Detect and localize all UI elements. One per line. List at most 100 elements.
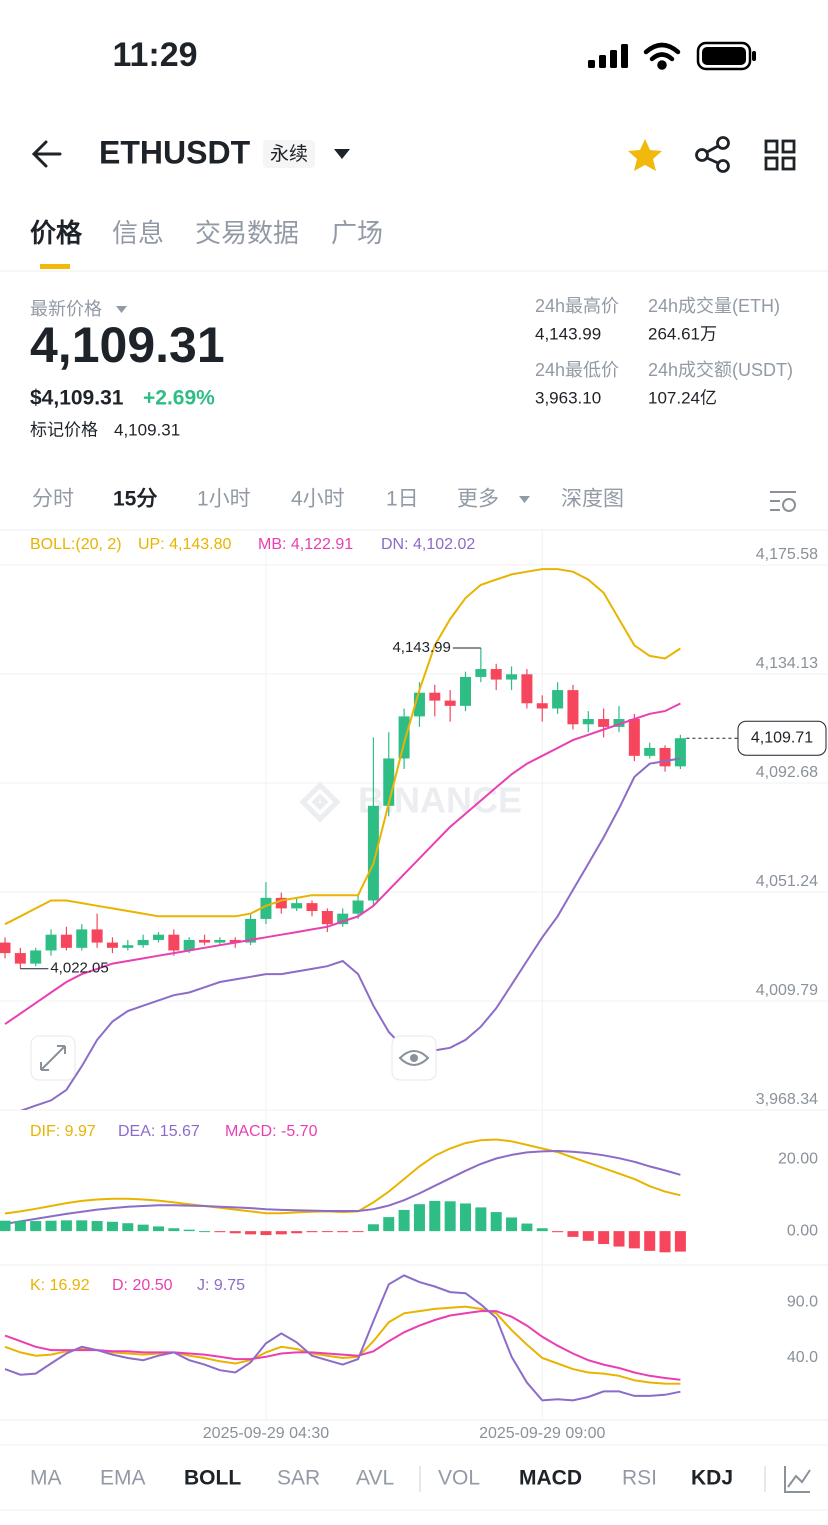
macd-bar [275, 1231, 287, 1235]
candle-body [306, 903, 318, 912]
interval-tab[interactable]: 1小时 [197, 488, 251, 511]
chart-settings[interactable] [770, 491, 796, 512]
candle-body [275, 897, 287, 909]
candle-body [106, 942, 118, 948]
candle-body [398, 716, 410, 759]
indicator-line [4, 702, 681, 1025]
indicator-tab[interactable]: BOLL [184, 1467, 241, 1490]
interval-tab[interactable]: 深度图 [561, 488, 624, 511]
candle-body [628, 719, 640, 756]
macd-bar [137, 1224, 149, 1232]
macd-bar [245, 1231, 257, 1235]
candle-body [229, 939, 241, 943]
indicator-tab[interactable]: KDJ [691, 1467, 733, 1490]
macd-bar [475, 1207, 487, 1232]
tab[interactable]: 价格 [30, 218, 83, 248]
macd-bar [14, 1221, 26, 1232]
macd-bar [306, 1231, 318, 1233]
stat-label: 24h最高价 [535, 296, 619, 316]
indicator-tab[interactable]: SAR [277, 1467, 320, 1490]
candle-body [475, 669, 487, 677]
y-tick-label: 4,175.58 [756, 546, 818, 563]
watermark-logo [299, 781, 341, 823]
more-dropdown[interactable] [519, 496, 530, 503]
macd-bar [398, 1209, 410, 1232]
candle-body [168, 934, 180, 951]
macd-bar [552, 1231, 564, 1233]
interval-tab[interactable]: 分时 [32, 488, 74, 511]
interval-tab[interactable]: 4小时 [291, 488, 345, 511]
y-tick-label: 4,092.68 [756, 764, 818, 781]
indicator-tab[interactable]: EMA [100, 1467, 146, 1490]
interval-tab[interactable]: 15分 [113, 488, 157, 511]
last-price-label: 4,109.71 [751, 729, 813, 746]
last-price: 4,109.31 [30, 317, 225, 373]
stat-value: 264.61万 [648, 324, 717, 343]
mark-price-label: 标记价格 [30, 420, 98, 439]
y-tick-label: 3,968.34 [756, 1091, 818, 1108]
last-price-label[interactable]: 最新价格 [30, 299, 102, 319]
legend-entry: DN: 4,102.02 [381, 536, 475, 553]
macd-bar [76, 1220, 88, 1232]
indicator-tab[interactable]: AVL [356, 1467, 394, 1490]
indicator-tab[interactable]: MA [30, 1467, 62, 1490]
candle-body [598, 719, 610, 727]
macd-bar [598, 1231, 610, 1245]
last-price-box [737, 720, 827, 756]
candle-body [245, 918, 257, 943]
macd-bar [260, 1231, 272, 1236]
legend-entry: DIF: 9.97 [30, 1123, 96, 1140]
tab[interactable]: 信息 [112, 218, 164, 248]
y-tick-label: 90.0 [787, 1293, 818, 1310]
legend-entry: MB: 4,122.91 [258, 536, 353, 553]
macd-bar [352, 1231, 364, 1233]
fullscreen-icon [40, 1045, 66, 1071]
back-button[interactable] [31, 140, 62, 168]
indicator-line [4, 1138, 681, 1215]
macd-bar [321, 1231, 333, 1233]
y-tick-label: 20.00 [778, 1150, 818, 1167]
share-button[interactable] [695, 136, 730, 173]
tab[interactable]: 交易数据 [195, 218, 299, 248]
symbol[interactable]: ETHUSDT [99, 134, 251, 170]
candle-body [137, 939, 149, 946]
candle-body [76, 929, 88, 948]
interval-tab[interactable]: 1日 [386, 488, 419, 511]
price-chart: 4,175.58 4,134.13 4,092.68 4,051.24 4,009.79… [0, 531, 828, 1442]
legend-entry: K: 16.92 [30, 1277, 90, 1294]
battery-icon [696, 41, 756, 71]
macd-bar [490, 1212, 502, 1232]
candle-body [214, 939, 226, 943]
indicator-line [4, 1149, 681, 1225]
candle-body [567, 690, 579, 725]
indicator-tab[interactable]: VOL [438, 1467, 480, 1490]
candle-body [122, 945, 134, 948]
macd-bar [214, 1231, 226, 1233]
price-dropdown[interactable] [116, 306, 127, 313]
candle-body [14, 953, 26, 964]
favorite-star[interactable] [628, 139, 662, 171]
tab[interactable]: 广场 [331, 218, 383, 248]
mark-price: 4,109.31 [114, 420, 180, 439]
macd-bar [383, 1217, 395, 1232]
wifi-icon [643, 42, 681, 70]
indicator-settings[interactable] [784, 1466, 811, 1493]
symbol-dropdown[interactable] [334, 149, 350, 159]
candle-body [490, 669, 502, 680]
legend-indicator: BOLL:(20, 2) [30, 536, 122, 553]
stat-value: 107.24亿 [648, 388, 717, 407]
indicator-tab[interactable]: RSI [622, 1467, 657, 1490]
candle-body [674, 738, 686, 767]
macd-bar [460, 1203, 471, 1232]
macd-bar [413, 1204, 425, 1232]
candle-body [506, 674, 518, 680]
macd-chart: 20.00 0.00 DIF: 9.97 DEA: 15.67 MACD: -5.70 [0, 1123, 818, 1253]
menu-button[interactable] [764, 139, 796, 171]
interval-tab[interactable]: 更多 [457, 488, 499, 511]
indicator-tab[interactable]: MACD [519, 1467, 582, 1490]
macd-bar [106, 1221, 118, 1232]
legend-entry: D: 20.50 [112, 1277, 173, 1294]
candle-body [183, 939, 195, 951]
candle-body [613, 719, 625, 727]
macd-bar [674, 1231, 686, 1252]
